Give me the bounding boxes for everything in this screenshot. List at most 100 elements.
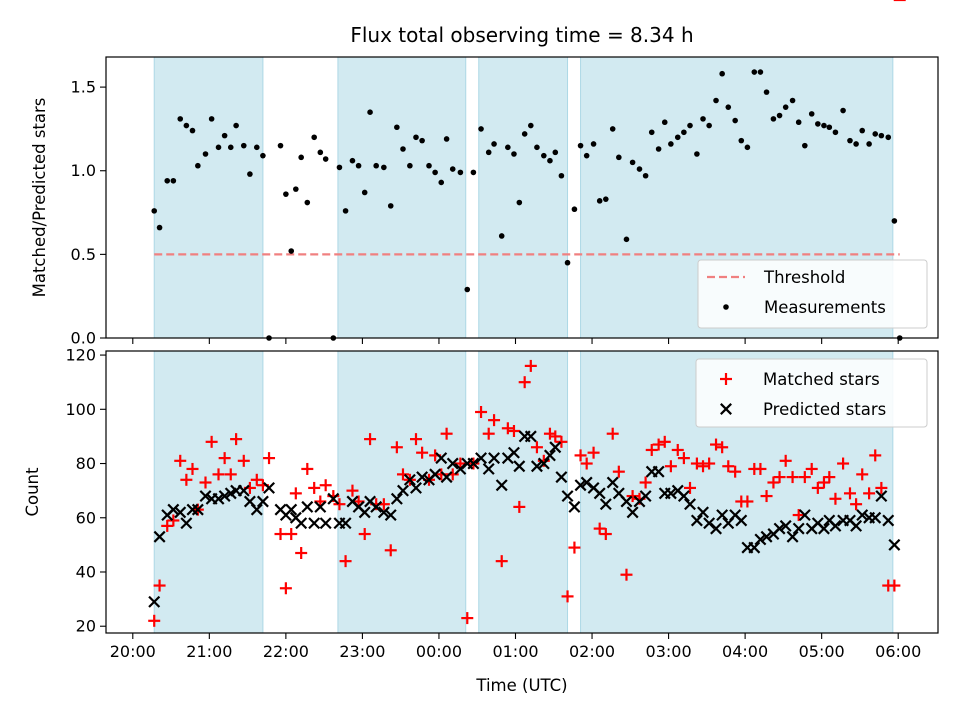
measurement-point: [885, 134, 892, 141]
measurement-point: [891, 218, 898, 224]
predicted-star-point: [446, 457, 459, 470]
matched-star-point: [148, 614, 161, 627]
predicted-star-point: [285, 503, 298, 516]
matched-star-point: [869, 449, 882, 462]
predicted-star-point: [148, 595, 161, 608]
matched-star-point: [823, 471, 836, 484]
matched-star-point: [587, 446, 600, 459]
measurement-point: [253, 144, 260, 151]
measurement-point: [151, 208, 158, 214]
measurement-point: [558, 172, 565, 179]
predicted-star-point: [626, 506, 639, 519]
measurement-point: [719, 70, 725, 77]
observing-window: [478, 56, 569, 339]
matched-star-point: [263, 452, 276, 465]
matched-star-point: [574, 449, 587, 462]
legend-predicted-label: Predicted stars: [763, 400, 886, 419]
measurement-point: [782, 104, 789, 110]
predicted-star-point: [495, 479, 508, 492]
measurement-point: [485, 149, 492, 156]
measurement-point: [189, 127, 196, 134]
observing-window: [153, 56, 264, 339]
x-tick-label: 04:00: [722, 642, 768, 661]
matched-star-point: [843, 487, 856, 500]
predicted-star-point: [327, 492, 340, 505]
measurement-point: [342, 208, 349, 214]
matched-star-point: [856, 468, 869, 481]
y-tick-label: 20: [76, 617, 96, 636]
measurement-point: [795, 119, 802, 126]
measurement-point: [826, 124, 833, 131]
measurement-point: [394, 124, 400, 131]
matched-star-point: [792, 509, 805, 522]
predicted-star-point: [301, 500, 314, 513]
matched-star-point: [518, 376, 531, 389]
predicted-star-point: [308, 517, 321, 530]
measurement-point: [706, 122, 712, 129]
predicted-star-point: [677, 490, 690, 503]
predicted-star-point: [370, 500, 383, 513]
matched-star-point: [645, 443, 658, 456]
x-tick-label: 23:00: [339, 642, 385, 661]
matched-star-point: [186, 462, 199, 475]
measurement-point: [577, 142, 584, 149]
legend-matched-swatch: [720, 373, 732, 385]
predicted-star-point: [467, 457, 480, 470]
measurement-point: [367, 109, 373, 115]
measurement-point: [547, 157, 553, 164]
predicted-star-point: [798, 509, 811, 522]
matched-star-point: [639, 476, 652, 489]
count-y-ticks: 20 40 60 80 100 120: [65, 346, 106, 636]
measurement-point: [757, 69, 764, 75]
matched-star-points: [148, 0, 906, 627]
legend-threshold-label: Threshold: [763, 268, 845, 287]
matched-star-point: [384, 544, 397, 557]
matched-star-point: [863, 487, 876, 500]
matched-star-point: [805, 462, 818, 475]
predicted-star-point: [488, 452, 501, 465]
predicted-star-point: [549, 441, 562, 454]
measurement-point: [738, 137, 745, 144]
legend-predicted-swatch: [720, 403, 732, 415]
measurement-point: [407, 162, 413, 169]
matched-star-point: [664, 460, 677, 473]
measurement-point: [564, 259, 571, 266]
matched-star-point: [308, 481, 321, 494]
matched-star-point: [829, 492, 842, 505]
matched-star-point: [671, 443, 684, 456]
matched-star-point: [161, 519, 174, 532]
predicted-star-point: [377, 506, 390, 519]
y-tick-label: 0.5: [71, 245, 96, 264]
matched-star-point: [333, 498, 346, 511]
matched-star-point: [593, 522, 606, 535]
predicted-star-point: [218, 490, 231, 503]
predicted-star-point: [250, 503, 263, 516]
matched-star-point: [684, 481, 697, 494]
matched-star-point: [690, 457, 703, 470]
matched-star-point: [507, 424, 520, 437]
predicted-star-point: [875, 490, 888, 503]
measurement-point: [623, 236, 630, 243]
measurement-point: [751, 69, 758, 75]
matched-star-point: [440, 427, 453, 440]
x-axis-label: Time (UTC): [475, 676, 567, 695]
predicted-star-point: [295, 517, 308, 530]
measurement-point: [170, 177, 177, 184]
y-tick-label: 80: [76, 454, 96, 473]
measurement-point: [457, 169, 464, 176]
measurement-point: [478, 126, 484, 132]
predicted-star-point: [829, 519, 842, 532]
matched-star-point: [289, 487, 302, 500]
matched-star-point: [339, 555, 352, 568]
measurement-point: [164, 177, 171, 184]
measurement-point: [603, 196, 609, 202]
matched-star-point: [658, 435, 671, 448]
predicted-star-point: [856, 509, 869, 522]
predicted-star-point: [697, 506, 709, 519]
matched-star-point: [850, 498, 863, 511]
predicted-star-point: [735, 514, 748, 527]
predicted-star-point: [191, 503, 204, 516]
predicted-star-point: [339, 517, 352, 530]
measurement-point: [288, 248, 295, 254]
